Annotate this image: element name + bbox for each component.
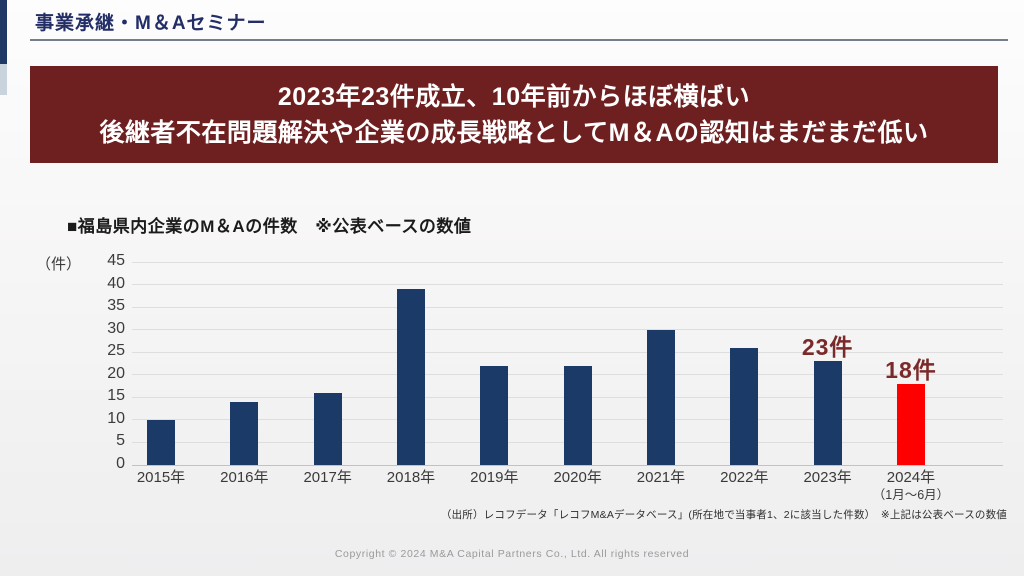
x-tick-label-2020年: 2020年 bbox=[553, 469, 602, 486]
source-note: （出所）レコフデータ「レコフM&Aデータベース」(所在地で当事者1、2に該当した… bbox=[440, 509, 1007, 521]
x-label-slot-2021年: 2021年 bbox=[611, 469, 711, 488]
y-tick-label-45: 45 bbox=[107, 252, 125, 269]
gridline-25 bbox=[132, 351, 1003, 353]
x-label-slot-2015年: 2015年 bbox=[111, 469, 211, 488]
bar-2021年 bbox=[646, 329, 675, 465]
y-tick-label-5: 5 bbox=[116, 432, 125, 450]
x-tick-label-2017年: 2017年 bbox=[303, 469, 352, 486]
key-message-banner: 2023年23件成立、10年前からほぼ横ばい 後継者不在問題解決や企業の成長戦略… bbox=[30, 66, 998, 163]
left-accent-bar-light bbox=[0, 64, 7, 95]
x-tick-sublabel: （1月～6月） bbox=[872, 487, 950, 502]
x-label-slot-2019年: 2019年 bbox=[444, 469, 544, 488]
left-accent-bar-navy bbox=[0, 0, 7, 64]
y-tick-label-40: 40 bbox=[107, 274, 125, 292]
copyright-note: Copyright © 2024 M&A Capital Partners Co… bbox=[334, 548, 690, 560]
x-tick-label-2023年: 2023年 bbox=[803, 469, 852, 486]
x-tick-label-2018年: 2018年 bbox=[386, 469, 436, 486]
bar-2019年 bbox=[480, 365, 509, 465]
y-tick-label-15: 15 bbox=[107, 387, 125, 405]
x-tick-label-2021年: 2021年 bbox=[636, 469, 686, 486]
y-tick-label-30: 30 bbox=[107, 319, 125, 337]
banner-line1: 2023年23件成立、10年前からほぼ横ばい bbox=[277, 82, 751, 111]
gridline-30 bbox=[132, 329, 1003, 331]
gridline-0 bbox=[132, 464, 1003, 466]
bar-2023年 bbox=[813, 361, 842, 465]
x-label-slot-2018年: 2018年 bbox=[361, 469, 461, 488]
y-tick-label-20: 20 bbox=[107, 364, 125, 382]
bar-2017年 bbox=[313, 392, 342, 465]
bar-2015年 bbox=[147, 419, 175, 465]
x-label-slot-2020年: 2020年 bbox=[528, 469, 628, 488]
x-axis-labels: 2015年 2016年 2017年 2018年 2019年 2020年 2021年 2022年… bbox=[132, 469, 1003, 511]
x-label-slot-2024年: 2024年 （1月～6月） bbox=[861, 469, 961, 503]
gridline-45 bbox=[132, 261, 1003, 263]
x-tick-label-2022年: 2022年 bbox=[720, 469, 769, 486]
x-label-slot-2016年: 2016年 bbox=[194, 469, 294, 488]
y-tick-label-25: 25 bbox=[107, 342, 125, 360]
chart-plot bbox=[132, 261, 1003, 466]
banner-line2: 後継者不在問題解決や企業の成長戦略としてM＆Aの認知はまだまだ低い bbox=[99, 118, 929, 147]
bar-2020年 bbox=[563, 365, 592, 465]
y-axis-ticks: 0 5 10 15 20 25 30 35 40 45 bbox=[0, 0, 125, 576]
x-label-slot-2017年: 2017年 bbox=[278, 469, 378, 488]
y-axis-unit-label: （件） bbox=[36, 256, 82, 273]
page-title: 事業承継・M＆Aセミナー bbox=[35, 13, 267, 34]
header-divider bbox=[30, 39, 1008, 41]
gridline-40 bbox=[132, 284, 1003, 286]
y-tick-label-10: 10 bbox=[107, 409, 125, 427]
chart-title: ■福島県内企業のM＆Aの件数 ※公表ベースの数値 bbox=[67, 217, 472, 236]
gridline-35 bbox=[132, 306, 1003, 308]
x-tick-label-2015年: 2015年 bbox=[136, 469, 186, 486]
bar-2018年 bbox=[396, 289, 425, 465]
bar-2022年 bbox=[730, 347, 759, 465]
x-label-slot-2022年: 2022年 bbox=[694, 469, 794, 488]
y-tick-label-35: 35 bbox=[107, 297, 125, 315]
y-tick-label-0: 0 bbox=[116, 455, 125, 472]
x-tick-label-2019年: 2019年 bbox=[470, 469, 519, 486]
x-tick-label-2016年: 2016年 bbox=[220, 469, 269, 486]
x-label-slot-2023年: 2023年 bbox=[778, 469, 878, 488]
bar-2024年 bbox=[896, 383, 925, 465]
x-tick-label-2024年: 2024年 bbox=[886, 469, 936, 486]
bar-2016年 bbox=[230, 401, 259, 465]
